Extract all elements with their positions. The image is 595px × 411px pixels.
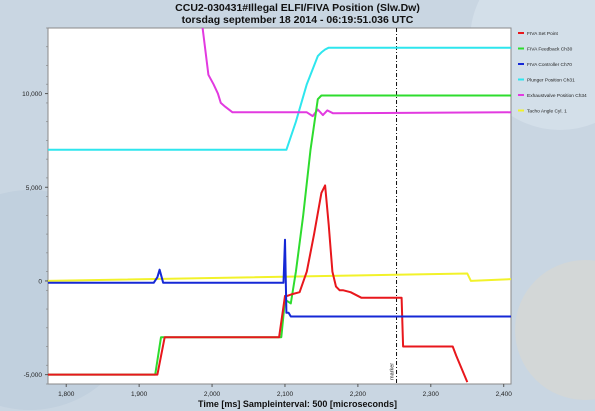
x-tick-label: 1,800 (58, 391, 75, 398)
legend-label: Tacho Angle Cyl. 1 (527, 109, 567, 115)
chart-title: CCU2-030431#Illegal ELFI/FIVA Position (… (175, 2, 420, 14)
x-axis-title: Time [ms] Sampleinterval: 500 [microseco… (198, 399, 397, 409)
x-tick-label: 2,200 (350, 391, 367, 398)
x-tick-label: 1,900 (131, 391, 148, 398)
series-line-fiva-feedback-ch30 (48, 94, 511, 376)
x-tick-label: 2,300 (423, 391, 440, 398)
x-tick-label: 2,100 (277, 391, 294, 398)
x-tick-label: 2,000 (204, 391, 221, 398)
series-group (48, 28, 511, 383)
y-tick-label: 5,000 (26, 185, 43, 192)
series-line-fiva-controller-ch70 (48, 238, 511, 318)
legend-label: FIVA Set Point (527, 31, 559, 37)
chart-title-block: CCU2-030431#Illegal ELFI/FIVA Position (… (0, 2, 595, 26)
legend-label: Plunger Position Ch31 (527, 78, 575, 84)
y-tick-label: 10,000 (22, 91, 42, 98)
chart-subtitle: torsdag september 18 2014 - 06:19:51.036… (181, 14, 414, 26)
series-line-plunger-position-ch31 (48, 46, 511, 151)
legend-label: FIVA Feedback Ch30 (527, 47, 573, 53)
y-tick-label: -5,000 (24, 372, 43, 379)
marker-label: marker (390, 363, 396, 380)
series-line-tacho-angle-cyl-1 (48, 272, 511, 282)
plot-area (47, 27, 512, 385)
legend-label: Exhaustvalve Position Ch34 (527, 93, 587, 99)
x-tick-label: 2,400 (496, 391, 513, 398)
y-tick-label: 0 (38, 278, 42, 285)
series-line-fiva-set-point (48, 184, 469, 383)
series-line-exhaustvalve-position-ch34 (201, 28, 511, 118)
legend-label: FIVA Controller Ch70 (527, 62, 572, 68)
